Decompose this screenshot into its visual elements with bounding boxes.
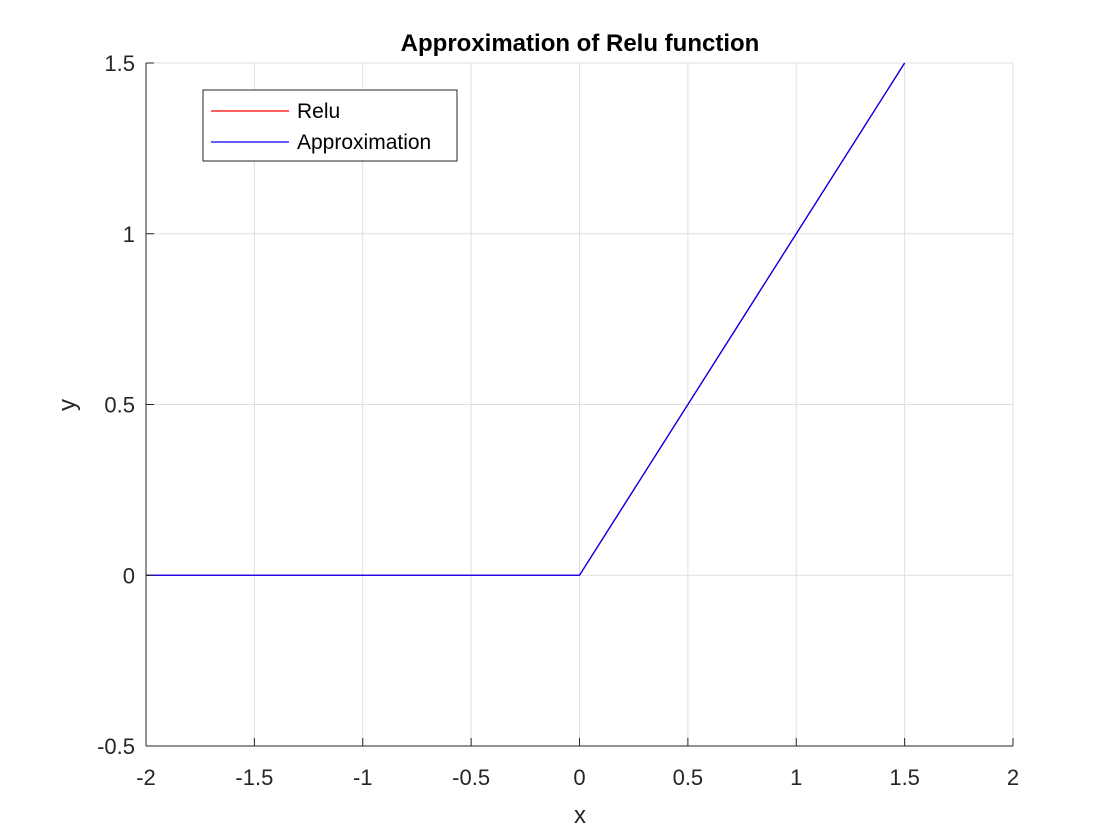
y-tick-label: 0.5 <box>104 393 135 418</box>
y-tick-label: -0.5 <box>97 734 135 759</box>
x-tick-label: -2 <box>136 765 156 790</box>
legend: Relu Approximation <box>202 89 458 162</box>
x-tick-label: -1 <box>353 765 373 790</box>
x-tick-label: 1 <box>790 765 802 790</box>
tick-labels: -2 -1.5 -1 -0.5 0 0.5 1 1.5 2 -0.5 0 0.5 1 1.5 <box>97 51 1019 790</box>
x-tick-label: 1.5 <box>889 765 920 790</box>
plot-series <box>146 62 906 576</box>
chart-title: Approximation of Relu function <box>401 30 760 57</box>
x-tick-label: -1.5 <box>235 765 273 790</box>
y-tick-label: 0 <box>123 563 135 588</box>
y-tick-label: 1 <box>123 222 135 247</box>
y-tick-label: 1.5 <box>104 51 135 76</box>
series-line-approximation <box>146 62 906 576</box>
x-axis-label: x <box>574 802 586 829</box>
grid-lines <box>145 62 1014 747</box>
y-axis-label: y <box>54 399 81 411</box>
x-tick-label: 2 <box>1007 765 1019 790</box>
axes-frame <box>145 62 1014 747</box>
x-tick-label: 0.5 <box>673 765 704 790</box>
legend-label-approximation: Approximation <box>297 131 431 154</box>
legend-label-relu: Relu <box>297 100 340 123</box>
x-tick-label: -0.5 <box>452 765 490 790</box>
x-tick-label: 0 <box>573 765 585 790</box>
legend-box <box>202 89 458 162</box>
